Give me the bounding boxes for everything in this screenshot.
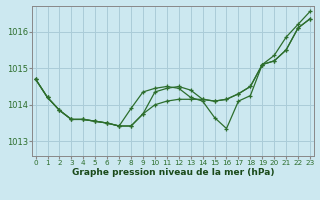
X-axis label: Graphe pression niveau de la mer (hPa): Graphe pression niveau de la mer (hPa) — [72, 168, 274, 177]
